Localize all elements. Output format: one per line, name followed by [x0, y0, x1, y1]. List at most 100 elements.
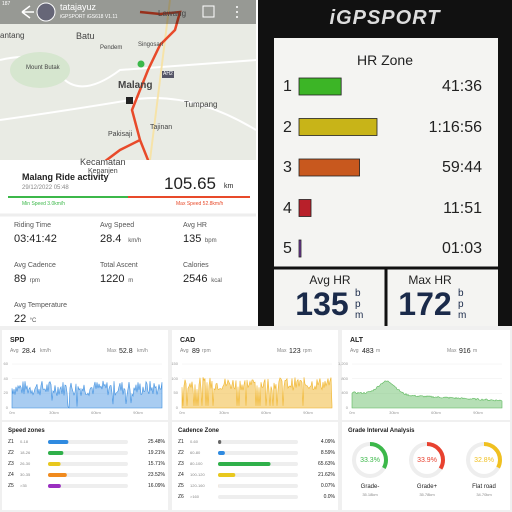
zone-label: Z5 [8, 483, 14, 489]
grade-percent: 33.3% [360, 457, 380, 464]
grade-distance: 35.18km [362, 492, 378, 497]
zone-label: Z1 [178, 439, 184, 445]
zone-range: 30-35 [20, 472, 31, 477]
place-label: Pendem [100, 45, 123, 51]
y-tick-label: 0 [5, 405, 8, 410]
share-icon[interactable] [202, 5, 215, 18]
chart-trace [181, 377, 333, 409]
stat-value: 22 [14, 313, 27, 325]
zone-track [218, 473, 298, 477]
y-tick-label: 40 [3, 375, 8, 381]
grade-percent: 33.9% [417, 457, 437, 464]
max-unit: km/h [137, 348, 148, 354]
place-label: Batu [76, 31, 95, 41]
device-name: iGPSPORT iGS618 V1.11 [60, 14, 118, 20]
stat-unit: m [128, 278, 134, 284]
place-label: Kecamatan [80, 157, 126, 167]
zone-range: 0-60 [190, 439, 199, 444]
zone-label: Z1 [8, 439, 14, 445]
zone-label: Z5 [178, 483, 184, 489]
y-tick-label: 0 [345, 405, 348, 410]
grade-percent: 32.8% [474, 457, 494, 464]
x-tick-label: 90km [133, 410, 143, 415]
grade-title: Grade Interval Analysis [348, 428, 415, 434]
start-marker [137, 60, 145, 68]
zone-percent: 19.21% [148, 450, 165, 456]
grade-label: Grade+ [416, 484, 438, 490]
stat-value: 89 [14, 273, 27, 285]
grade-ring [409, 442, 445, 478]
zone-bar [48, 440, 69, 444]
stat-unit: kcal [211, 278, 222, 284]
chart-title: ALT [350, 337, 364, 344]
zone-percent: 0.0% [323, 494, 335, 500]
grade-distance: 34.70km [476, 492, 492, 497]
stat-label: Avg Temperature [14, 302, 68, 309]
zone-bar [48, 484, 61, 488]
zone-track [48, 473, 128, 477]
zone-label: Z3 [178, 461, 184, 467]
avg-unit: m [376, 348, 381, 354]
zone-track [48, 484, 128, 488]
zone-track [48, 462, 128, 466]
zone-track [218, 484, 298, 488]
zone-bar [218, 462, 271, 466]
grade-ring [466, 442, 502, 478]
zone-range: 60-80 [190, 450, 201, 455]
stat-value: 28.4 [100, 233, 122, 245]
menu-icon[interactable] [236, 16, 238, 18]
zone-range: 0-18 [20, 439, 29, 444]
zone-track [218, 451, 298, 455]
y-tick-label: 1,200 [337, 361, 348, 366]
distance-unit: km [224, 183, 234, 190]
user-name: tatajayuz [60, 2, 97, 12]
place-label: Tajinan [150, 124, 173, 131]
grade-label: Flat road [472, 484, 496, 490]
zone-bar [218, 473, 236, 477]
distance: 105.65 [164, 174, 216, 193]
max-unit: rpm [303, 348, 312, 354]
stat-label: Total Ascent [100, 262, 138, 269]
zone-bar [298, 239, 302, 258]
place-label: Malang [118, 80, 153, 91]
brand: iGPSPORT [329, 7, 441, 29]
zone-time: 11:51 [443, 199, 482, 217]
place-label: AH2 [162, 71, 174, 78]
zone-number: 2 [283, 118, 292, 136]
zone-percent: 0.07% [320, 483, 335, 489]
finish-marker [126, 97, 133, 104]
zone-track [48, 451, 128, 455]
max-label: Max [447, 348, 457, 354]
avg-value: 28.4 [22, 348, 36, 355]
zone-label: Z3 [8, 461, 14, 467]
max-unit: m [473, 348, 478, 354]
avg-value: 89 [192, 348, 200, 355]
y-tick-label: 150 [171, 361, 178, 366]
back-icon[interactable] [21, 5, 34, 19]
y-tick-label: 100 [171, 375, 178, 381]
chart-title: SPD [10, 337, 25, 344]
zone-number: 1 [283, 78, 292, 95]
zone-number: 3 [283, 159, 292, 176]
zone-label: Z2 [8, 450, 14, 456]
zone-bar [298, 199, 312, 217]
avg-unit: rpm [202, 348, 211, 354]
activity-date: 29/12/2022 05:48 [22, 185, 69, 191]
max-hr-label: Max HR [408, 273, 452, 287]
y-tick-label: 400 [341, 390, 348, 396]
stat-label: Avg Speed [100, 222, 135, 229]
chart-title: CAD [180, 337, 196, 344]
max-value: 123 [289, 348, 301, 355]
max-value: 916 [459, 348, 471, 355]
max-speed: Max Speed 52.8km/h [176, 201, 224, 207]
x-tick-label: 0m [349, 410, 355, 415]
stat-value: 2546 [183, 273, 208, 285]
grade-distance: 35.78km [419, 492, 435, 497]
zone-range: 26-30 [20, 461, 31, 466]
zone-range: 80-100 [190, 461, 203, 466]
zone-number: 4 [283, 199, 292, 217]
avg-value: 483 [362, 348, 374, 355]
zone-bar [48, 462, 61, 466]
zone-bar [218, 451, 225, 455]
